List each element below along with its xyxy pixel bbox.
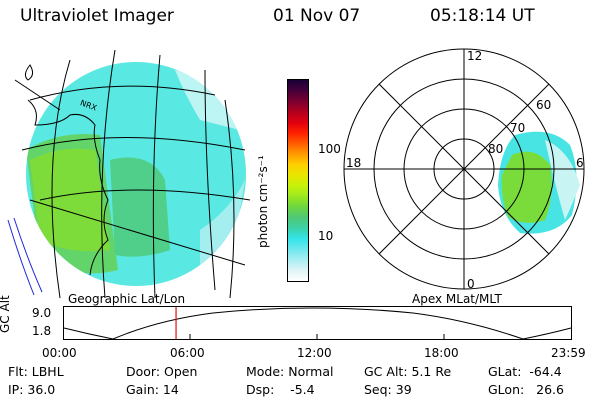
app-title: Ultraviolet Imager	[20, 6, 174, 26]
polar-panel: 12 0 18 6 60 70 80	[343, 48, 585, 291]
mlat-label-80: 80	[488, 142, 503, 156]
mlt-label-6: 6	[576, 156, 584, 170]
timeline-xtick-1200: 12:00	[297, 346, 332, 360]
mlat-label-70: 70	[510, 121, 525, 135]
timeline-xtick-0600: 06:00	[170, 346, 205, 360]
mlt-label-18: 18	[346, 156, 361, 170]
colorbar-tick-100: 100	[318, 142, 341, 156]
date-label: 01 Nov 07	[273, 6, 361, 26]
gain-info: Gain: 14	[126, 382, 179, 397]
mlat-label-60: 60	[536, 98, 551, 112]
mlt-label-0: 0	[467, 277, 475, 291]
geo-caption: Geographic Lat/Lon	[68, 292, 186, 306]
filter-info: Flt: LBHL	[8, 364, 64, 379]
seq-info: Seq: 39	[364, 382, 412, 397]
time-label: 05:18:14 UT	[430, 6, 535, 26]
timeline-xtick-2359: 23:59	[551, 346, 586, 360]
gc-alt-info: GC Alt: 5.1 Re	[364, 364, 452, 379]
timeline-xtick-0000: 00:00	[42, 346, 77, 360]
mlt-label-12: 12	[467, 49, 482, 63]
timeline-xtick-1800: 18:00	[424, 346, 459, 360]
colorbar-unit-label: photon cm⁻²s⁻¹	[256, 155, 270, 248]
colorbar-tick-10: 10	[318, 229, 334, 243]
polar-caption: Apex MLat/MLT	[412, 292, 502, 306]
timeline-ylabel: GC Alt	[0, 295, 12, 333]
geographic-panel	[7, 49, 251, 298]
door-info: Door: Open	[126, 364, 198, 379]
colorbar	[287, 79, 309, 282]
glat-info: GLat: -64.4	[488, 364, 562, 379]
dsp-info: Dsp: -5.4	[246, 382, 315, 397]
timeline-ytick-top: 9.0	[32, 306, 52, 320]
glon-info: GLon: 26.6	[488, 382, 564, 397]
altitude-timeline[interactable]	[63, 306, 573, 342]
ip-info: IP: 36.0	[8, 382, 56, 397]
mode-info: Mode: Normal	[246, 364, 334, 379]
timeline-ytick-bottom: 1.8	[32, 324, 52, 338]
